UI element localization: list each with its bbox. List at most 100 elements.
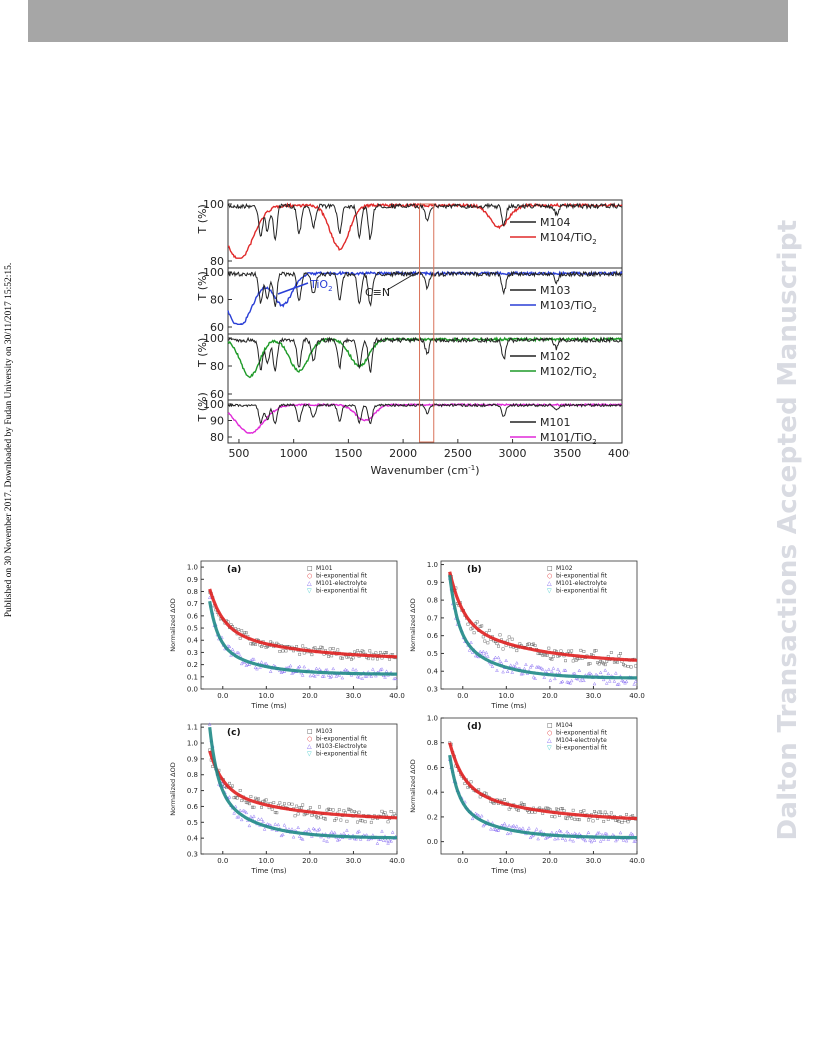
data-point-dye xyxy=(238,789,242,792)
data-point-electrolyte xyxy=(282,823,287,827)
cn-label: C≡N xyxy=(365,286,390,299)
data-point-electrolyte xyxy=(337,673,342,677)
data-point-electrolyte xyxy=(621,679,626,683)
x-tick-label: 0.0 xyxy=(217,857,228,865)
data-point-dye xyxy=(571,808,575,812)
data-point-dye xyxy=(501,647,505,651)
data-point-dye xyxy=(609,651,613,654)
y-tick-label: 100 xyxy=(203,332,224,345)
tio2-annotation: TiO2 xyxy=(309,278,333,293)
data-point-dye xyxy=(362,650,366,654)
x-tick-label: 10.0 xyxy=(499,857,515,865)
data-point-electrolyte xyxy=(633,839,638,843)
data-point-dye xyxy=(466,786,470,789)
y-tick-label: 1.0 xyxy=(187,564,198,572)
data-point-dye xyxy=(340,656,344,660)
data-point-electrolyte xyxy=(313,674,317,678)
y-tick-label: 0.6 xyxy=(427,764,439,772)
data-point-electrolyte xyxy=(378,667,383,672)
legend-label: M101-electrolyte xyxy=(316,580,367,587)
data-point-electrolyte xyxy=(296,825,300,829)
data-point-dye xyxy=(634,664,638,668)
data-point-dye xyxy=(559,807,563,811)
data-point-dye xyxy=(353,810,356,813)
data-point-dye xyxy=(249,642,253,646)
data-point-electrolyte xyxy=(510,670,514,674)
data-point-dye xyxy=(354,811,358,815)
data-point-dye xyxy=(302,813,306,817)
data-point-dye xyxy=(626,665,630,668)
data-point-electrolyte xyxy=(481,823,485,828)
x-tick-label: 30.0 xyxy=(586,692,602,700)
x-tick-label: 10.0 xyxy=(259,692,275,700)
data-point-dye xyxy=(301,644,305,648)
y-tick-label: 0.1 xyxy=(187,673,198,681)
data-point-electrolyte xyxy=(393,676,398,680)
manuscript-watermark-text: Dalton Transactions Accepted Manuscript xyxy=(773,219,803,841)
decay-chart-d: 0.0 0.2 0.4 0.6 0.8 1.0 0.0 10.0 20.0 30.0 40.0 Tim… xyxy=(409,715,645,876)
data-point-electrolyte xyxy=(252,814,256,818)
data-point-dye xyxy=(363,820,367,824)
data-point-dye xyxy=(319,815,323,819)
data-point-dye xyxy=(550,657,554,661)
data-point-electrolyte xyxy=(565,680,569,684)
data-point-dye xyxy=(492,802,496,805)
data-point-dye xyxy=(472,631,476,635)
data-point-electrolyte xyxy=(233,804,238,809)
data-point-dye xyxy=(310,653,314,657)
data-point-dye xyxy=(544,806,548,810)
y-tick-label: 60 xyxy=(210,388,224,401)
data-point-dye xyxy=(327,807,331,811)
data-point-electrolyte xyxy=(629,831,633,835)
data-point-electrolyte xyxy=(230,647,235,651)
data-point-dye xyxy=(316,816,320,820)
data-point-electrolyte xyxy=(342,831,346,835)
legend-symbol: ▽ xyxy=(307,588,312,595)
legend-tio2-label: M104/TiO2 xyxy=(540,231,597,246)
data-point-dye xyxy=(252,805,256,809)
data-point-dye xyxy=(299,806,303,810)
legend-label: bi-exponential fit xyxy=(316,751,368,758)
data-point-dye xyxy=(564,659,567,663)
data-point-dye xyxy=(623,664,627,668)
data-point-dye xyxy=(264,798,268,802)
data-point-electrolyte xyxy=(244,810,249,815)
data-point-dye xyxy=(582,809,586,812)
data-point-dye xyxy=(339,656,343,660)
data-point-dye xyxy=(254,643,257,646)
data-point-dye xyxy=(626,820,630,824)
data-point-dye xyxy=(609,811,613,815)
ir-ylabel: T (%) xyxy=(196,392,209,422)
legend-label: bi-exponential fit xyxy=(316,736,368,743)
data-point-dye xyxy=(518,642,522,646)
y-tick-label: 0.3 xyxy=(187,851,198,859)
data-point-dye xyxy=(270,807,274,811)
data-point-electrolyte xyxy=(583,838,588,843)
data-point-electrolyte xyxy=(597,830,601,835)
data-point-dye xyxy=(553,815,557,819)
data-point-dye xyxy=(480,624,484,628)
data-point-dye xyxy=(526,643,529,646)
data-point-electrolyte xyxy=(603,831,607,835)
x-tick-label: 10.0 xyxy=(499,692,515,700)
data-point-electrolyte xyxy=(601,837,606,841)
data-point-dye xyxy=(617,819,621,823)
data-point-dye xyxy=(599,810,603,814)
data-point-dye xyxy=(510,637,514,641)
legend-symbol: □ xyxy=(547,565,553,572)
fit-curve-dye xyxy=(448,742,638,821)
ir-spectrum-dye xyxy=(227,202,623,242)
data-point-dye xyxy=(356,820,359,824)
x-tick-label: 40.0 xyxy=(389,857,405,865)
data-point-electrolyte xyxy=(612,679,617,683)
data-point-dye xyxy=(603,663,607,667)
legend-symbol: △ xyxy=(307,743,312,750)
data-point-electrolyte xyxy=(489,827,493,831)
data-point-electrolyte xyxy=(380,667,384,671)
data-point-electrolyte xyxy=(227,644,232,649)
legend-label: bi-exponential fit xyxy=(556,730,608,737)
y-tick-label: 80 xyxy=(210,294,224,307)
data-point-electrolyte xyxy=(247,662,252,666)
data-point-dye xyxy=(564,816,567,820)
y-axis-label: Normalized ΔOD xyxy=(169,598,177,652)
